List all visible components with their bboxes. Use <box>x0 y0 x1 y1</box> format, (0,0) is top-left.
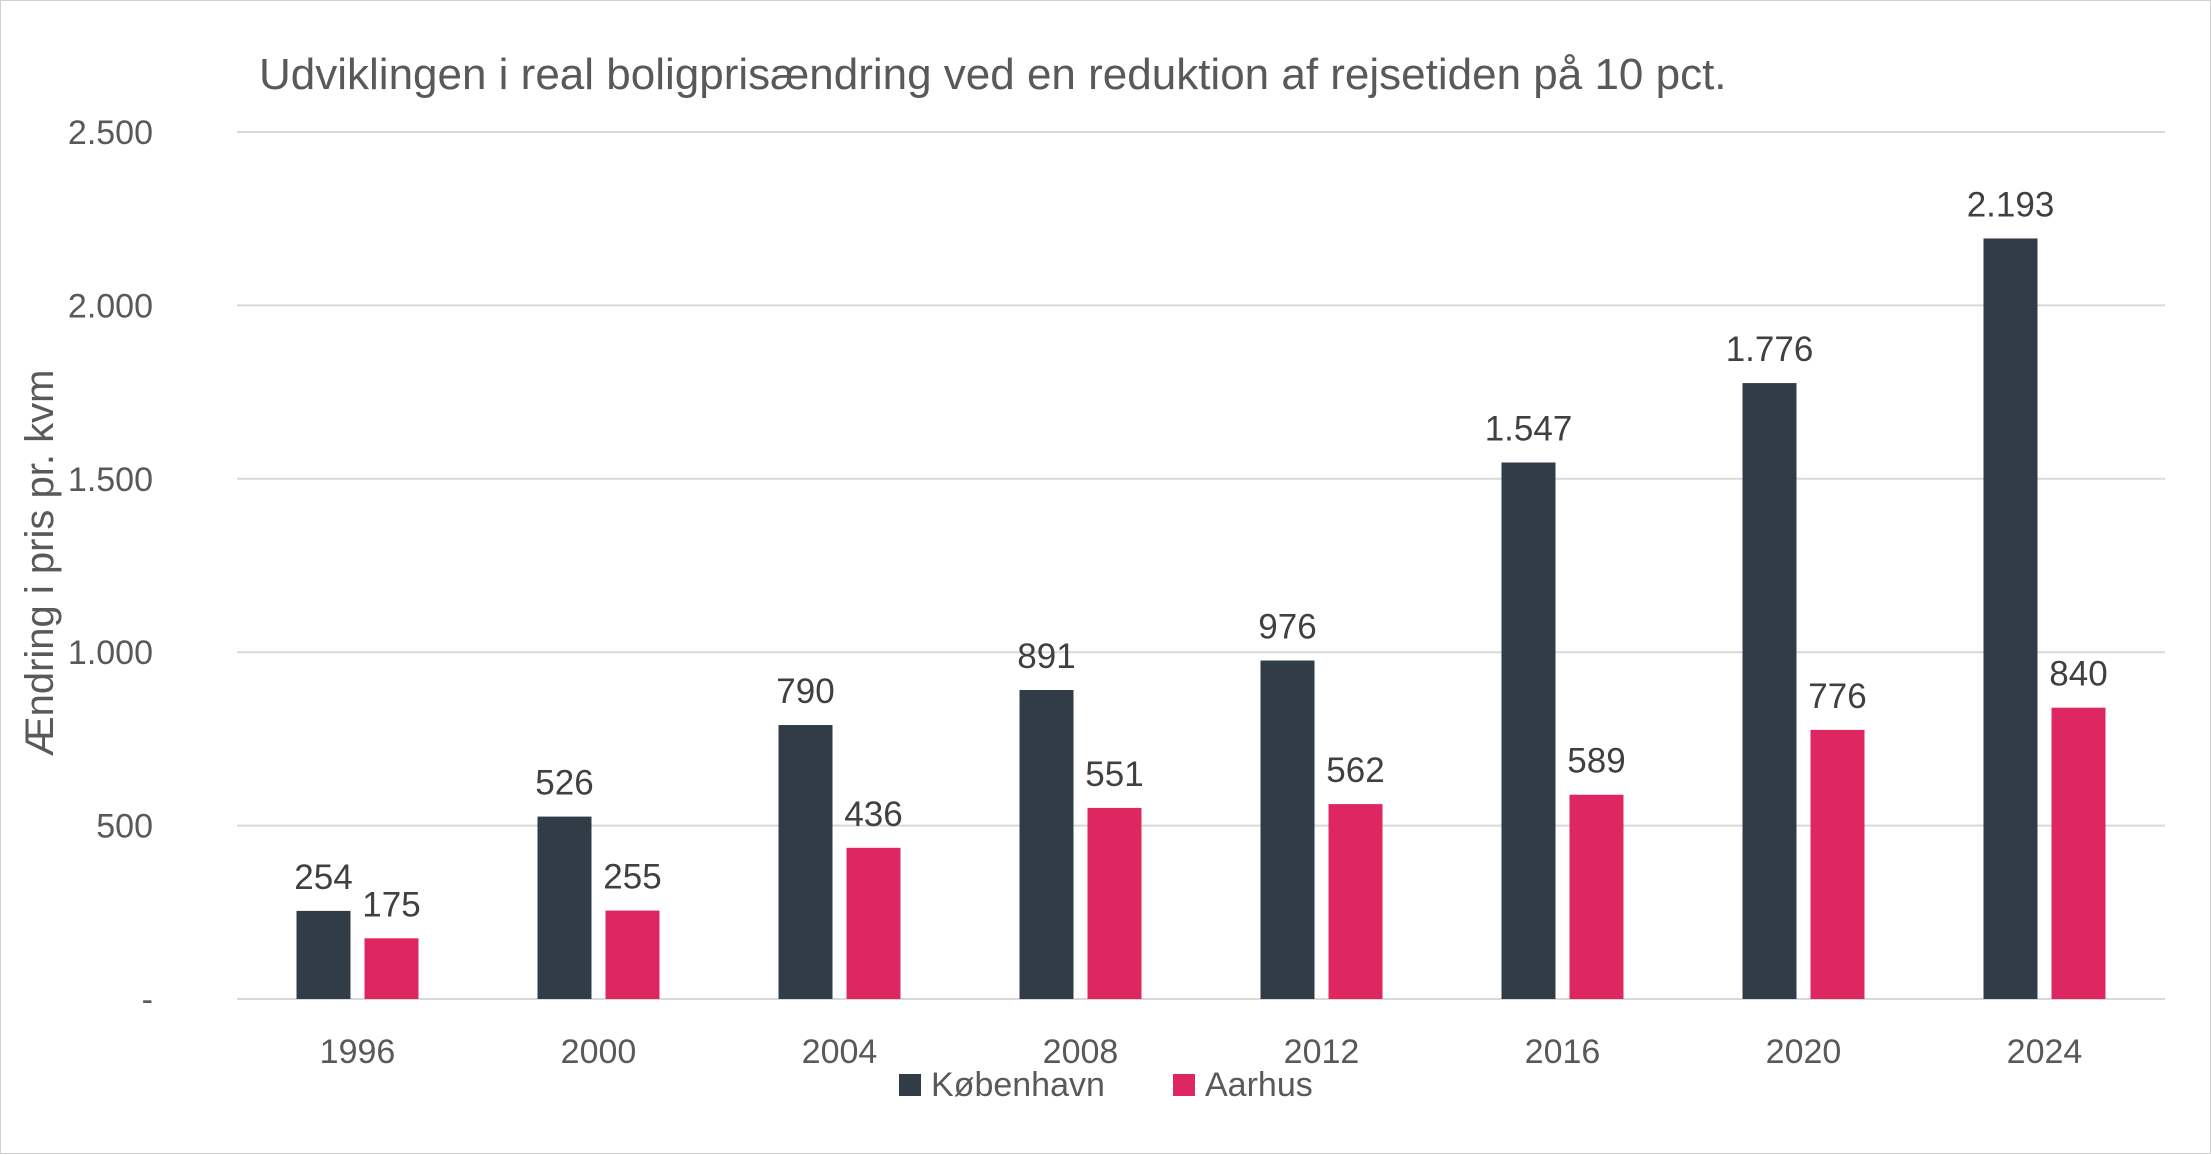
y-tick-label: 2.000 <box>68 287 153 325</box>
data-label: 776 <box>1808 677 1866 716</box>
legend-swatch-aarhus <box>1173 1074 1195 1096</box>
x-tick-label: 2008 <box>1043 1033 1119 1071</box>
bar-aarhus-2004 <box>846 847 901 999</box>
chart-title: Udviklingen i real boligprisændring ved … <box>259 50 1727 99</box>
x-tick-label: 1996 <box>320 1033 396 1071</box>
gridlines <box>237 131 2165 1000</box>
data-label: 2.193 <box>1967 185 2055 224</box>
data-label: 891 <box>1017 637 1075 676</box>
bar-kobenhavn-2016 <box>1501 462 1556 1000</box>
bar-kobenhavn-1996 <box>296 910 351 999</box>
data-label: 255 <box>603 858 661 897</box>
bar-kobenhavn-2024 <box>1983 238 2038 1000</box>
y-tick-label: 2.500 <box>68 114 153 152</box>
x-tick-label: 2012 <box>1284 1033 1360 1071</box>
bar-aarhus-2020 <box>1810 729 1865 999</box>
bars <box>296 238 2106 1000</box>
data-label: 526 <box>535 764 593 803</box>
x-tick-label: 2004 <box>802 1033 878 1071</box>
y-tick-label: 1.000 <box>68 634 153 672</box>
data-label: 436 <box>844 795 902 834</box>
data-label: 1.547 <box>1485 410 1573 449</box>
y-axis-ticks: - 500 1.000 1.500 2.000 2.500 <box>68 114 153 1019</box>
x-tick-label: 2000 <box>561 1033 637 1071</box>
bar-kobenhavn-2012 <box>1260 660 1315 999</box>
data-label: 1.776 <box>1726 330 1814 369</box>
legend: København Aarhus <box>899 1066 1313 1104</box>
bar-aarhus-2012 <box>1328 804 1383 999</box>
data-label: 790 <box>776 672 834 711</box>
y-tick-label: 1.500 <box>68 461 153 499</box>
bar-kobenhavn-2004 <box>778 725 833 999</box>
data-label: 175 <box>362 885 420 924</box>
bar-aarhus-2000 <box>605 910 660 999</box>
bar-kobenhavn-2000 <box>537 816 592 999</box>
legend-swatch-kobenhavn <box>899 1074 921 1096</box>
y-tick-label: 500 <box>96 808 153 846</box>
y-axis-title: Ændring i pris pr. kvm <box>18 370 62 757</box>
legend-label-aarhus: Aarhus <box>1205 1066 1313 1104</box>
data-label: 551 <box>1085 755 1143 794</box>
data-label: 562 <box>1326 751 1384 790</box>
x-tick-label: 2020 <box>1766 1033 1842 1071</box>
data-labels: 254 175 526 255 790 436 891 551 976 562 1.547 589 1.… <box>294 185 2107 924</box>
x-tick-label: 2016 <box>1525 1033 1601 1071</box>
data-label: 840 <box>2049 655 2107 694</box>
x-axis-ticks: 1996 2000 2004 2008 2012 2016 2020 2024 <box>320 1033 2083 1071</box>
bar-aarhus-2008 <box>1087 807 1142 999</box>
bar-aarhus-1996 <box>364 938 419 999</box>
bar-kobenhavn-2020 <box>1742 383 1797 999</box>
bar-aarhus-2024 <box>2051 707 2106 999</box>
data-label: 976 <box>1258 608 1316 647</box>
data-label: 254 <box>294 858 352 897</box>
bar-aarhus-2016 <box>1569 794 1624 999</box>
x-tick-label: 2024 <box>2007 1033 2083 1071</box>
bar-kobenhavn-2008 <box>1019 690 1074 999</box>
y-tick-label: - <box>142 981 153 1019</box>
legend-label-kobenhavn: København <box>931 1066 1105 1104</box>
data-label: 589 <box>1567 742 1625 781</box>
